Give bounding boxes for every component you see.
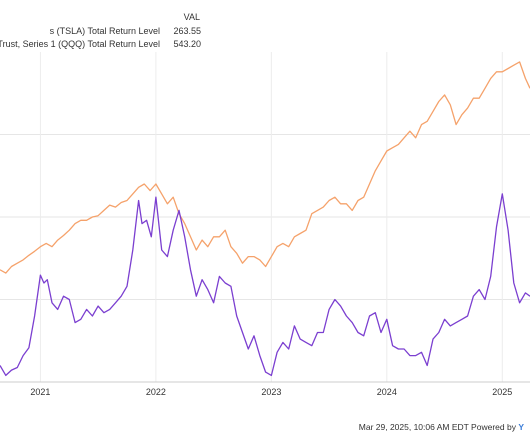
legend-series-name: QQQ Trust, Series 1 (QQQ) Total Return L… [0, 39, 160, 49]
legend: VAL s (TSLA) Total Return Level 263.55 Q… [0, 0, 530, 52]
x-tick-label: 2025 [492, 387, 512, 397]
chart-grid [0, 52, 530, 383]
x-tick-label: 2024 [377, 387, 397, 397]
chart-series [0, 61, 530, 377]
legend-row-qqq: QQQ Trust, Series 1 (QQQ) Total Return L… [0, 39, 530, 51]
legend-row-tsla: s (TSLA) Total Return Level 263.55 [0, 26, 530, 38]
legend-series-value: 263.55 [173, 26, 201, 36]
chart-footer: Mar 29, 2025, 10:06 AM EDT Powered by Y [0, 422, 530, 436]
x-tick-label: 2022 [146, 387, 166, 397]
ycharts-logo-icon: Y [518, 422, 524, 432]
x-tick-label: 2023 [261, 387, 281, 397]
legend-series-name: s (TSLA) Total Return Level [49, 26, 160, 36]
series-line-qqq [0, 61, 530, 274]
footer-timestamp: Mar 29, 2025, 10:06 AM EDT Powered by [358, 422, 516, 432]
series-line-tsla [0, 193, 530, 377]
footer-text: Mar 29, 2025, 10:06 AM EDT Powered by Y [359, 422, 524, 432]
x-axis-ticks: 2021 2022 2023 2024 2025 [30, 387, 512, 397]
legend-value-header: VAL [183, 12, 200, 22]
x-tick-label: 2021 [30, 387, 50, 397]
legend-series-value: 543.20 [173, 39, 201, 49]
